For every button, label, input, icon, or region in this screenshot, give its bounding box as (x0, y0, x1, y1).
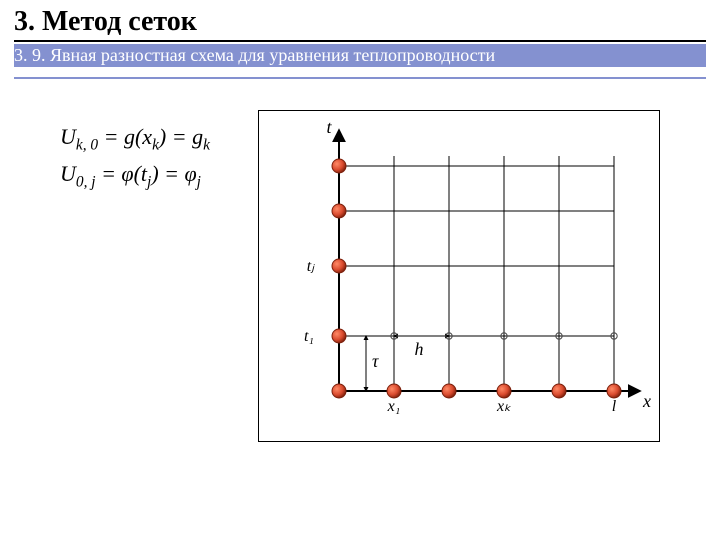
decoration-corner-bl (0, 460, 80, 540)
content-area: Uk, 0 = g(xk) = gk U0, j = φ(tj) = φj τ h… (0, 90, 720, 540)
formula-line-1: Uk, 0 = g(xk) = gk (60, 120, 210, 157)
svg-text:tⱼ: tⱼ (307, 258, 315, 275)
svg-text:h: h (415, 339, 424, 359)
slide-title: 3. Метод сеток (14, 6, 706, 38)
svg-text:t₁: t₁ (304, 328, 314, 345)
svg-text:t: t (326, 117, 332, 137)
svg-text:l: l (612, 398, 617, 415)
slide: 3. Метод сеток 3. 9. Явная разностная сх… (0, 0, 720, 540)
divider (14, 40, 706, 42)
formula-line-2: U0, j = φ(tj) = φj (60, 157, 210, 194)
svg-text:xₖ: xₖ (496, 398, 511, 415)
divider-accent (14, 69, 706, 79)
svg-text:x: x (642, 391, 651, 411)
grid-diagram: τ h x t x₁ xₖ l t₁ tⱼ (259, 111, 659, 441)
svg-text:τ: τ (372, 351, 379, 371)
grid-diagram-frame: τ h x t x₁ xₖ l t₁ tⱼ (258, 110, 660, 442)
header: 3. Метод сеток 3. 9. Явная разностная сх… (0, 0, 720, 79)
formula-block: Uk, 0 = g(xk) = gk U0, j = φ(tj) = φj (60, 120, 210, 193)
slide-subtitle: 3. 9. Явная разностная схема для уравнен… (14, 44, 706, 67)
svg-text:x₁: x₁ (387, 398, 401, 415)
decoration-corner-br (640, 460, 720, 540)
